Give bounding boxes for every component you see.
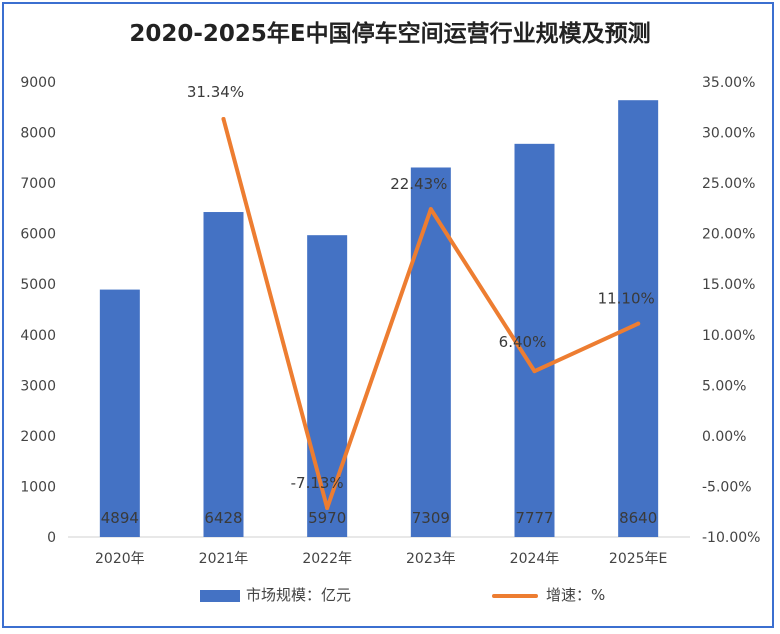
- x-tick-label: 2021年: [199, 551, 249, 567]
- bar-value-label: 7777: [515, 509, 553, 527]
- y-right-tick-label: 20.00%: [702, 227, 755, 243]
- y-right-tick-label: 0.00%: [702, 429, 746, 445]
- x-tick-label: 2025年E: [609, 551, 667, 567]
- legend-line-swatch: [492, 594, 538, 598]
- x-tick-label: 2020年: [95, 551, 145, 567]
- y-right-tick-label: 25.00%: [702, 176, 755, 192]
- legend-bar-label: 市场规模：亿元: [246, 586, 351, 604]
- y-left-tick-label: 0: [47, 530, 56, 546]
- y-right-tick-label: 30.00%: [702, 126, 755, 142]
- legend: 市场规模：亿元: [200, 584, 351, 605]
- y-left-tick-label: 2000: [20, 429, 56, 445]
- growth-point: [325, 506, 329, 510]
- bar: [100, 290, 140, 537]
- bar: [618, 100, 658, 537]
- growth-value-label: 31.34%: [187, 83, 244, 101]
- legend-line-label: 增速：%: [546, 586, 605, 604]
- bar: [204, 212, 244, 537]
- legend-line: 增速：%: [492, 584, 605, 605]
- y-right-tick-label: -10.00%: [702, 530, 760, 546]
- y-right-tick-label: 10.00%: [702, 328, 755, 344]
- y-left-tick-label: 4000: [20, 328, 56, 344]
- growth-point: [429, 207, 433, 211]
- y-left-tick-label: 8000: [20, 126, 56, 142]
- x-tick-label: 2022年: [302, 551, 352, 567]
- y-left-tick-label: 7000: [20, 176, 56, 192]
- bar-value-label: 5970: [308, 509, 346, 527]
- y-left-tick-label: 3000: [20, 378, 56, 394]
- growth-value-label: -7.13%: [291, 474, 344, 492]
- growth-point: [533, 369, 537, 373]
- y-right-tick-label: 5.00%: [702, 378, 746, 394]
- bar-value-label: 4894: [101, 509, 139, 527]
- bar-value-label: 7309: [412, 509, 450, 527]
- bar-value-label: 6428: [204, 509, 242, 527]
- y-left-tick-label: 1000: [20, 479, 56, 495]
- growth-point: [222, 117, 226, 121]
- y-left-tick-label: 9000: [20, 75, 56, 91]
- x-tick-label: 2023年: [406, 551, 456, 567]
- y-right-tick-label: 35.00%: [702, 75, 755, 91]
- x-tick-label: 2024年: [510, 551, 560, 567]
- y-right-tick-label: 15.00%: [702, 277, 755, 293]
- bar: [411, 167, 451, 537]
- growth-value-label: 6.40%: [499, 333, 547, 351]
- bar-value-label: 8640: [619, 509, 657, 527]
- y-left-tick-label: 5000: [20, 277, 56, 293]
- y-right-tick-label: -5.00%: [702, 479, 752, 495]
- growth-point: [636, 322, 640, 326]
- y-left-tick-label: 6000: [20, 227, 56, 243]
- growth-value-label: 22.43%: [390, 175, 447, 193]
- legend-bar-swatch: [200, 590, 240, 602]
- growth-value-label: 11.10%: [598, 290, 655, 308]
